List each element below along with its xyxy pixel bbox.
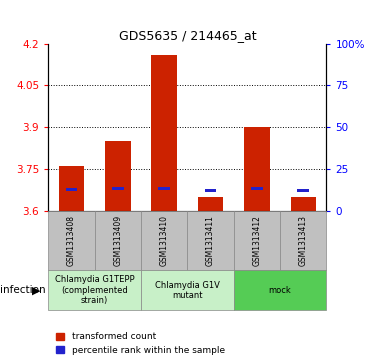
Text: GSM1313410: GSM1313410: [160, 215, 169, 266]
FancyBboxPatch shape: [187, 211, 234, 270]
Bar: [198, 197, 223, 211]
Bar: [244, 127, 270, 211]
Bar: [59, 166, 84, 211]
Bar: [105, 141, 131, 211]
Bar: [290, 197, 316, 211]
Text: Chlamydia G1TEPP
(complemented
strain): Chlamydia G1TEPP (complemented strain): [55, 276, 134, 305]
Text: mock: mock: [269, 286, 292, 295]
Bar: [112, 187, 124, 189]
FancyBboxPatch shape: [234, 211, 280, 270]
FancyBboxPatch shape: [280, 211, 326, 270]
FancyBboxPatch shape: [234, 270, 326, 310]
Title: GDS5635 / 214465_at: GDS5635 / 214465_at: [119, 29, 256, 42]
Bar: [205, 189, 216, 192]
FancyBboxPatch shape: [141, 211, 187, 270]
FancyBboxPatch shape: [95, 211, 141, 270]
Bar: [158, 187, 170, 189]
FancyBboxPatch shape: [141, 270, 234, 310]
Legend: transformed count, percentile rank within the sample: transformed count, percentile rank withi…: [53, 329, 229, 359]
FancyBboxPatch shape: [48, 211, 95, 270]
Text: GSM1313409: GSM1313409: [113, 215, 122, 266]
Text: ▶: ▶: [32, 285, 40, 295]
Bar: [298, 189, 309, 192]
Bar: [66, 188, 77, 191]
Bar: [251, 187, 263, 189]
Text: infection: infection: [0, 285, 46, 295]
Text: GSM1313412: GSM1313412: [252, 215, 262, 266]
Text: GSM1313408: GSM1313408: [67, 215, 76, 266]
Bar: [151, 55, 177, 211]
Text: GSM1313411: GSM1313411: [206, 215, 215, 266]
FancyBboxPatch shape: [48, 270, 141, 310]
Text: Chlamydia G1V
mutant: Chlamydia G1V mutant: [155, 281, 220, 300]
Text: GSM1313413: GSM1313413: [299, 215, 308, 266]
